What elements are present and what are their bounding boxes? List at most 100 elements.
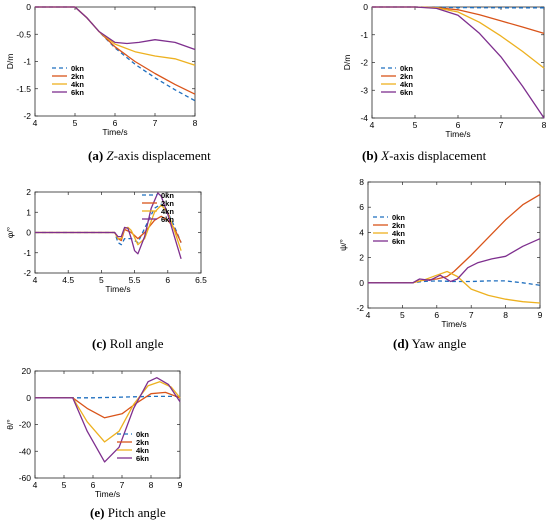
x-tick-label: 5 — [400, 310, 405, 320]
x-tick-label: 6 — [456, 120, 461, 130]
y-tick-label: 0 — [363, 2, 368, 12]
y-tick-label: 0 — [26, 393, 31, 403]
x-axis-label: Time/s — [102, 127, 127, 137]
x-tick-label: 9 — [538, 310, 543, 320]
series-line-6kn — [368, 238, 541, 284]
x-tick-label: 6 — [91, 480, 96, 490]
x-axis-label: Time/s — [105, 284, 130, 294]
caption-a: (a) Z-axis displacement — [88, 148, 211, 163]
y-tick-label: 8 — [359, 177, 364, 187]
x-tick-label: 4.5 — [62, 275, 74, 285]
legend-label-4kn: 4kn — [400, 80, 413, 89]
series-line-2kn — [35, 391, 181, 419]
y-axis-label: ψ/° — [338, 239, 348, 251]
legend-label-6kn: 6kn — [400, 88, 413, 97]
series-line-6kn — [35, 6, 196, 51]
legend-label-6kn: 6kn — [392, 237, 405, 246]
legend-label-4kn: 4kn — [71, 80, 84, 89]
legend-label-0kn: 0kn — [161, 191, 174, 200]
x-tick-label: 6.5 — [195, 275, 207, 285]
x-tick-label: 5 — [413, 120, 418, 130]
legend-label-6kn: 6kn — [161, 215, 174, 224]
x-tick-label: 5 — [62, 480, 67, 490]
legend-label-0kn: 0kn — [71, 64, 84, 73]
x-tick-label: 5 — [73, 118, 78, 128]
caption-c: (c) Roll angle — [92, 336, 164, 351]
legend-label-2kn: 2kn — [400, 72, 413, 81]
y-axis-label: D/m — [342, 55, 352, 71]
x-tick-label: 5.5 — [129, 275, 141, 285]
y-axis-label: D/m — [5, 54, 15, 70]
legend-label-2kn: 2kn — [392, 221, 405, 230]
series-line-6kn — [35, 192, 182, 259]
x-tick-label: 7 — [153, 118, 158, 128]
y-tick-label: -1 — [23, 248, 31, 258]
y-tick-label: 6 — [359, 202, 364, 212]
y-axis-label: θ/° — [5, 419, 15, 430]
plot-frame — [367, 181, 541, 309]
y-tick-label: -2 — [23, 111, 31, 121]
y-tick-label: 0 — [359, 278, 364, 288]
caption-d: (d) Yaw angle — [393, 336, 467, 351]
x-tick-label: 7 — [120, 480, 125, 490]
x-tick-label: 7 — [469, 310, 474, 320]
legend-label-4kn: 4kn — [161, 207, 174, 216]
plot-frame — [34, 6, 196, 117]
y-tick-label: -0.5 — [16, 29, 31, 39]
y-tick-label: -40 — [19, 446, 32, 456]
y-axis-label: φ/° — [5, 227, 15, 238]
y-tick-label: -20 — [19, 420, 32, 430]
legend-label-2kn: 2kn — [136, 438, 149, 447]
x-tick-label: 4 — [370, 120, 375, 130]
legend-label-4kn: 4kn — [136, 446, 149, 455]
x-tick-label: 6 — [434, 310, 439, 320]
x-tick-label: 5 — [99, 275, 104, 285]
y-tick-label: -1 — [360, 30, 368, 40]
x-tick-label: 4 — [366, 310, 371, 320]
plot-frame — [34, 370, 181, 479]
y-tick-label: -2 — [360, 58, 368, 68]
x-axis-label: Time/s — [445, 129, 470, 139]
legend-label-4kn: 4kn — [392, 229, 405, 238]
x-axis-label: Time/s — [441, 319, 466, 329]
legend-label-2kn: 2kn — [71, 72, 84, 81]
x-tick-label: 9 — [178, 480, 183, 490]
x-tick-label: 4 — [33, 275, 38, 285]
x-tick-label: 8 — [542, 120, 547, 130]
plot-frame — [371, 6, 545, 119]
y-tick-label: -4 — [360, 113, 368, 123]
legend-label-2kn: 2kn — [161, 199, 174, 208]
y-tick-label: 1 — [26, 207, 31, 217]
series-line-4kn — [368, 270, 541, 304]
x-tick-label: 8 — [193, 118, 198, 128]
y-tick-label: 0 — [26, 2, 31, 12]
legend-label-0kn: 0kn — [392, 213, 405, 222]
legend-label-0kn: 0kn — [400, 64, 413, 73]
y-tick-label: 2 — [359, 253, 364, 263]
legend-label-6kn: 6kn — [136, 454, 149, 463]
x-axis-label: Time/s — [95, 489, 120, 499]
caption-b: (b) X-axis displacement — [362, 148, 487, 163]
x-tick-label: 6 — [165, 275, 170, 285]
series-line-0kn — [35, 203, 182, 246]
caption-e: (e) Pitch angle — [90, 505, 166, 520]
y-tick-label: -1 — [23, 57, 31, 67]
y-tick-label: -60 — [19, 473, 32, 483]
x-tick-label: 6 — [113, 118, 118, 128]
x-tick-label: 4 — [33, 480, 38, 490]
y-tick-label: -2 — [356, 303, 364, 313]
series-line-6kn — [35, 377, 181, 463]
y-tick-label: -1.5 — [16, 84, 31, 94]
x-tick-label: 4 — [33, 118, 38, 128]
